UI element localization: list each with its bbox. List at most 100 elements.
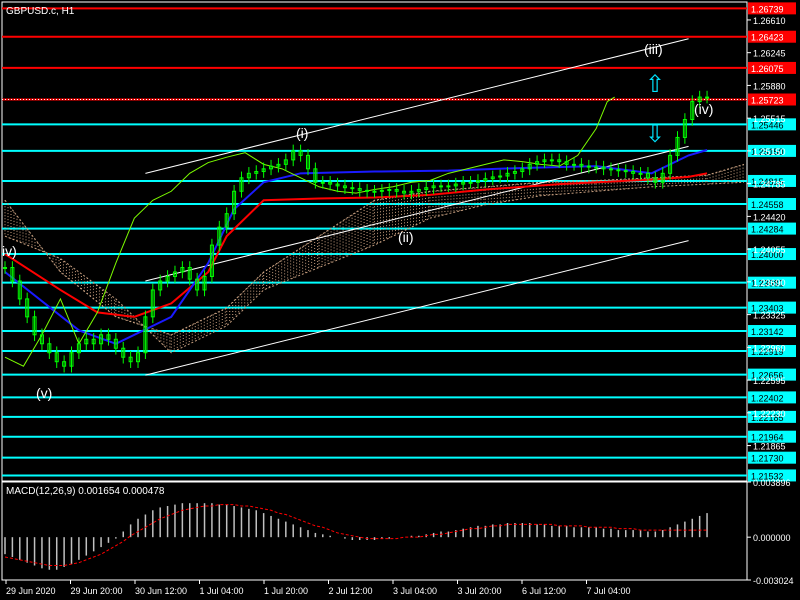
down-arrow-icon: ⇩ (645, 120, 665, 148)
candle-body (705, 96, 710, 99)
support-price-label: 1.23142 (751, 327, 784, 337)
candle-body (320, 181, 325, 184)
candle-body (357, 188, 362, 191)
price-tick-label: 1.22960 (753, 343, 786, 353)
time-tick-label: 3 Jul 04:00 (393, 586, 437, 596)
support-price-tag (748, 368, 796, 381)
candle-body (76, 343, 81, 354)
time-tick-label: 29 Jun 20:00 (71, 586, 123, 596)
candle-body (483, 178, 488, 182)
support-price-label: 1.24284 (751, 225, 784, 235)
candle-body (668, 154, 673, 174)
price-tick-label: 1.22230 (753, 409, 786, 419)
candle-body (232, 190, 237, 215)
wave-label-i: (i) (296, 125, 308, 141)
candle-body (136, 352, 141, 363)
channel-line (145, 145, 689, 282)
candle-body (631, 171, 636, 174)
resistance-price-label: 1.26739 (751, 4, 784, 14)
time-tick-label: 1 Jul 20:00 (264, 586, 308, 596)
candle-body (269, 165, 274, 170)
time-tick-label: 6 Jul 12:00 (522, 586, 566, 596)
candle-body (416, 188, 421, 192)
resistance-price-label: 1.26075 (751, 64, 784, 74)
support-price-tag (748, 144, 796, 157)
price-tick-label: 1.24055 (753, 245, 786, 255)
candle-body (446, 185, 451, 188)
price-tick-label: 1.22595 (753, 376, 786, 386)
price-tick-label: 1.24420 (753, 212, 786, 222)
candle-body (246, 172, 251, 179)
candle-body (69, 352, 74, 367)
macd-tick-label: 0.003896 (753, 478, 791, 488)
candle-body (431, 185, 436, 189)
candle-body (298, 150, 303, 156)
wave-label-iv-left: iv) (2, 243, 17, 259)
candle-body (409, 190, 414, 194)
candle-body (305, 154, 310, 170)
macd-signal-line (4, 504, 708, 566)
support-price-tag (748, 410, 796, 423)
candle-body (47, 343, 52, 354)
candle-body (682, 119, 687, 138)
support-price-tag (748, 174, 796, 187)
candle-body (224, 213, 229, 228)
resistance-price-label: 1.26423 (751, 33, 784, 43)
wave-label-iii: (iii) (644, 41, 663, 57)
candle-body (39, 334, 44, 345)
time-tick-label: 1 Jul 04:00 (200, 586, 244, 596)
time-tick-label: 2 Jul 12:00 (329, 586, 373, 596)
candle-body (209, 244, 214, 277)
candle-body (217, 226, 222, 246)
candle-body (106, 334, 111, 340)
candle-body (32, 316, 37, 336)
candle-body (527, 163, 532, 170)
support-price-tag (748, 248, 796, 261)
candle-body (608, 168, 613, 171)
candle-body (505, 172, 510, 177)
support-price-tag (748, 325, 796, 338)
candle-body (542, 159, 547, 163)
support-price-label: 1.21730 (751, 454, 784, 464)
candle-body (172, 271, 177, 277)
time-tick-label: 30 Jun 12:00 (135, 586, 187, 596)
price-tick-label: 1.25515 (753, 114, 786, 124)
candle-body (675, 136, 680, 156)
candle-body (143, 316, 148, 354)
candle-body (328, 181, 333, 185)
candle-body (165, 275, 170, 282)
macd-pane-frame (1, 481, 748, 581)
channel-line (145, 38, 689, 174)
candle-body (468, 181, 473, 184)
price-candles (3, 90, 710, 373)
candle-body (261, 168, 266, 173)
support-price-label: 1.21964 (751, 433, 784, 443)
up-arrow-icon: ⇧ (645, 70, 665, 98)
support-price-tag (748, 276, 796, 289)
candle-body (490, 176, 495, 180)
support-price-tag (748, 391, 796, 404)
support-price-label: 1.22402 (751, 393, 784, 403)
support-price-label: 1.23681 (751, 279, 784, 289)
candle-body (564, 161, 569, 165)
candle-body (594, 166, 599, 169)
candle-body (313, 168, 318, 183)
candle-body (3, 267, 7, 270)
candle-body (276, 163, 281, 167)
candle-body (690, 101, 695, 121)
candle-body (387, 188, 392, 191)
candle-body (394, 188, 399, 192)
support-price-label: 1.25150 (751, 147, 784, 157)
candle-body (350, 187, 355, 190)
candle-body (660, 172, 665, 183)
candle-body (557, 159, 562, 163)
candle-body (402, 190, 407, 194)
time-tick-label: 3 Jul 20:00 (458, 586, 502, 596)
candle-body (623, 170, 628, 173)
price-tick-label: 1.26245 (753, 49, 786, 59)
candle-body (439, 185, 444, 188)
candle-body (195, 278, 200, 291)
support-price-tag (748, 345, 796, 358)
candle-body (638, 172, 643, 175)
